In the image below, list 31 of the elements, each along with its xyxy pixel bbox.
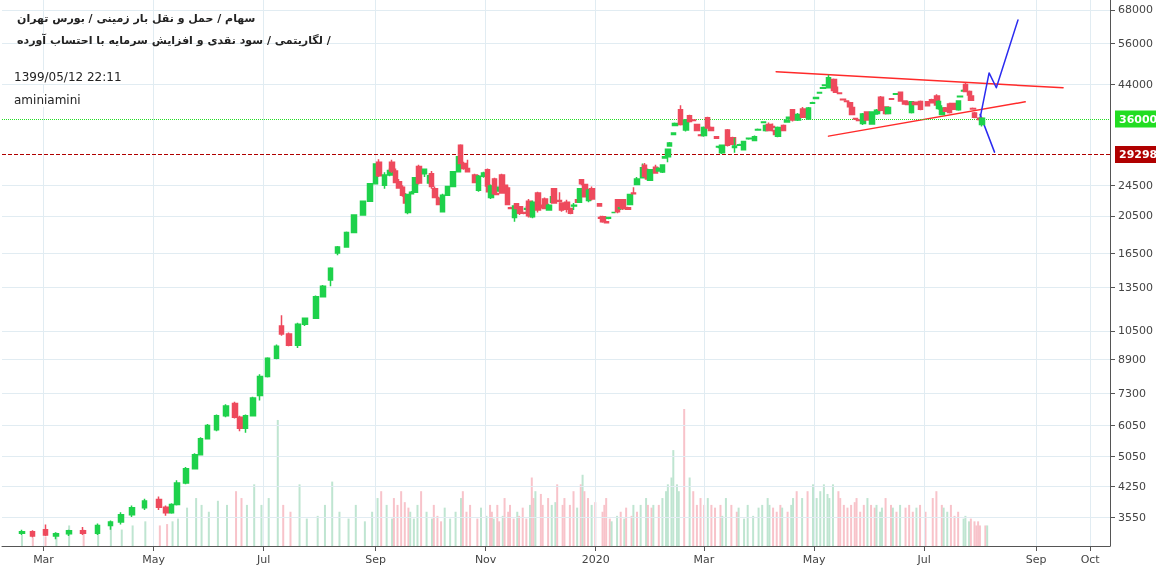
x-tick-label: Mar bbox=[33, 553, 55, 566]
annotation: aminiamini bbox=[14, 93, 81, 107]
x-tick-label: Oct bbox=[1080, 553, 1101, 566]
y-tick-label: 6050 bbox=[1118, 418, 1147, 432]
ref-line-label: 29298 bbox=[1119, 147, 1156, 161]
y-tick-label: 56000 bbox=[1118, 36, 1154, 50]
ref-line-label: 36000 bbox=[1119, 112, 1156, 126]
x-tick-label: Jul bbox=[256, 553, 271, 566]
y-tick-label: 8900 bbox=[1118, 352, 1147, 366]
y-tick-label: 16500 bbox=[1118, 246, 1154, 260]
annotation: 1399/05/12 22:11 bbox=[14, 70, 122, 84]
x-tick-label: Sep bbox=[1025, 553, 1047, 566]
x-tick-label: Nov bbox=[474, 553, 497, 566]
y-tick-label: 20500 bbox=[1118, 209, 1154, 223]
x-tick-label: May bbox=[802, 553, 826, 566]
y-tick-label: 4250 bbox=[1118, 479, 1147, 493]
y-tick-label: 5050 bbox=[1118, 450, 1147, 464]
y-tick-label: 44000 bbox=[1118, 78, 1154, 92]
x-tick-label: Sep bbox=[365, 553, 386, 566]
y-tick-label: 3550 bbox=[1118, 510, 1147, 524]
x-tick-label: May bbox=[142, 553, 166, 566]
y-tick-label: 7300 bbox=[1118, 386, 1147, 400]
x-tick-label: Jul bbox=[916, 553, 931, 566]
y-tick-label: 68000 bbox=[1118, 3, 1154, 17]
y-tick-label: 13500 bbox=[1118, 281, 1154, 295]
y-tick-label: 10500 bbox=[1118, 324, 1154, 338]
y-tick-label: 24500 bbox=[1118, 178, 1154, 192]
text: سهام / حمل و نقل بار زمینی / بورس تهران bbox=[17, 12, 256, 25]
x-tick-label: Mar bbox=[693, 553, 715, 566]
text: لگاریتمی / سود نقدی و افزایش سرمایه با احتساب آورده / bbox=[17, 33, 332, 47]
x-tick-label: 2020 bbox=[581, 553, 610, 566]
